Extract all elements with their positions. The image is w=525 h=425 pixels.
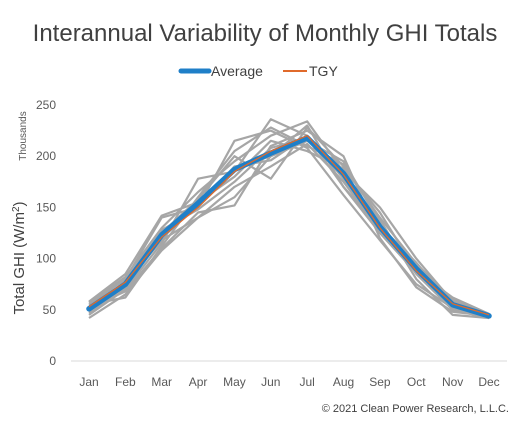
x-tick-label: Jan xyxy=(79,375,98,389)
y-tick-label: 100 xyxy=(36,252,56,266)
x-tick-label: Jul xyxy=(300,375,315,389)
y-tick-label: 200 xyxy=(36,149,56,163)
average-series xyxy=(86,135,492,319)
year-series-line xyxy=(88,120,490,315)
x-tick-label: Mar xyxy=(151,375,172,389)
x-tick-label: Jun xyxy=(261,375,280,389)
x-axis-ticks: Jan Feb Mar Apr May Jun Jul Aug Sep Oct Nov Dec xyxy=(79,375,499,389)
y-axis-label: Total GHI (W/m2) xyxy=(11,201,28,314)
average-line xyxy=(86,135,492,319)
year-series-line xyxy=(88,126,490,320)
tgy-line xyxy=(88,135,490,316)
yearly-series xyxy=(88,118,490,320)
legend: Average TGY xyxy=(178,63,338,79)
x-tick-label: Dec xyxy=(478,375,499,389)
chart-title: Interannual Variability of Monthly GHI T… xyxy=(33,20,498,47)
x-tick-label: Oct xyxy=(407,375,426,389)
legend-label-average: Average xyxy=(211,63,263,79)
x-tick-label: Feb xyxy=(115,375,136,389)
y-tick-label: 0 xyxy=(49,354,56,368)
year-series-line xyxy=(88,129,490,319)
x-tick-label: Apr xyxy=(189,375,208,389)
x-tick-label: Sep xyxy=(369,375,391,389)
legend-label-tgy: TGY xyxy=(309,63,338,79)
x-tick-label: Nov xyxy=(442,375,463,389)
y-axis-ticks: 0 50 100 150 200 250 xyxy=(36,98,56,368)
x-tick-label: May xyxy=(223,375,246,389)
y-tick-label: 150 xyxy=(36,200,56,214)
y-axis-units: Thousands xyxy=(18,111,29,160)
copyright: © 2021 Clean Power Research, L.L.C. xyxy=(322,403,509,415)
y-tick-label: 250 xyxy=(36,98,56,112)
tgy-series xyxy=(88,135,490,316)
year-series-line xyxy=(88,129,490,317)
y-tick-label: 50 xyxy=(43,303,57,317)
year-series-line xyxy=(88,136,490,317)
x-tick-label: Aug xyxy=(333,375,354,389)
